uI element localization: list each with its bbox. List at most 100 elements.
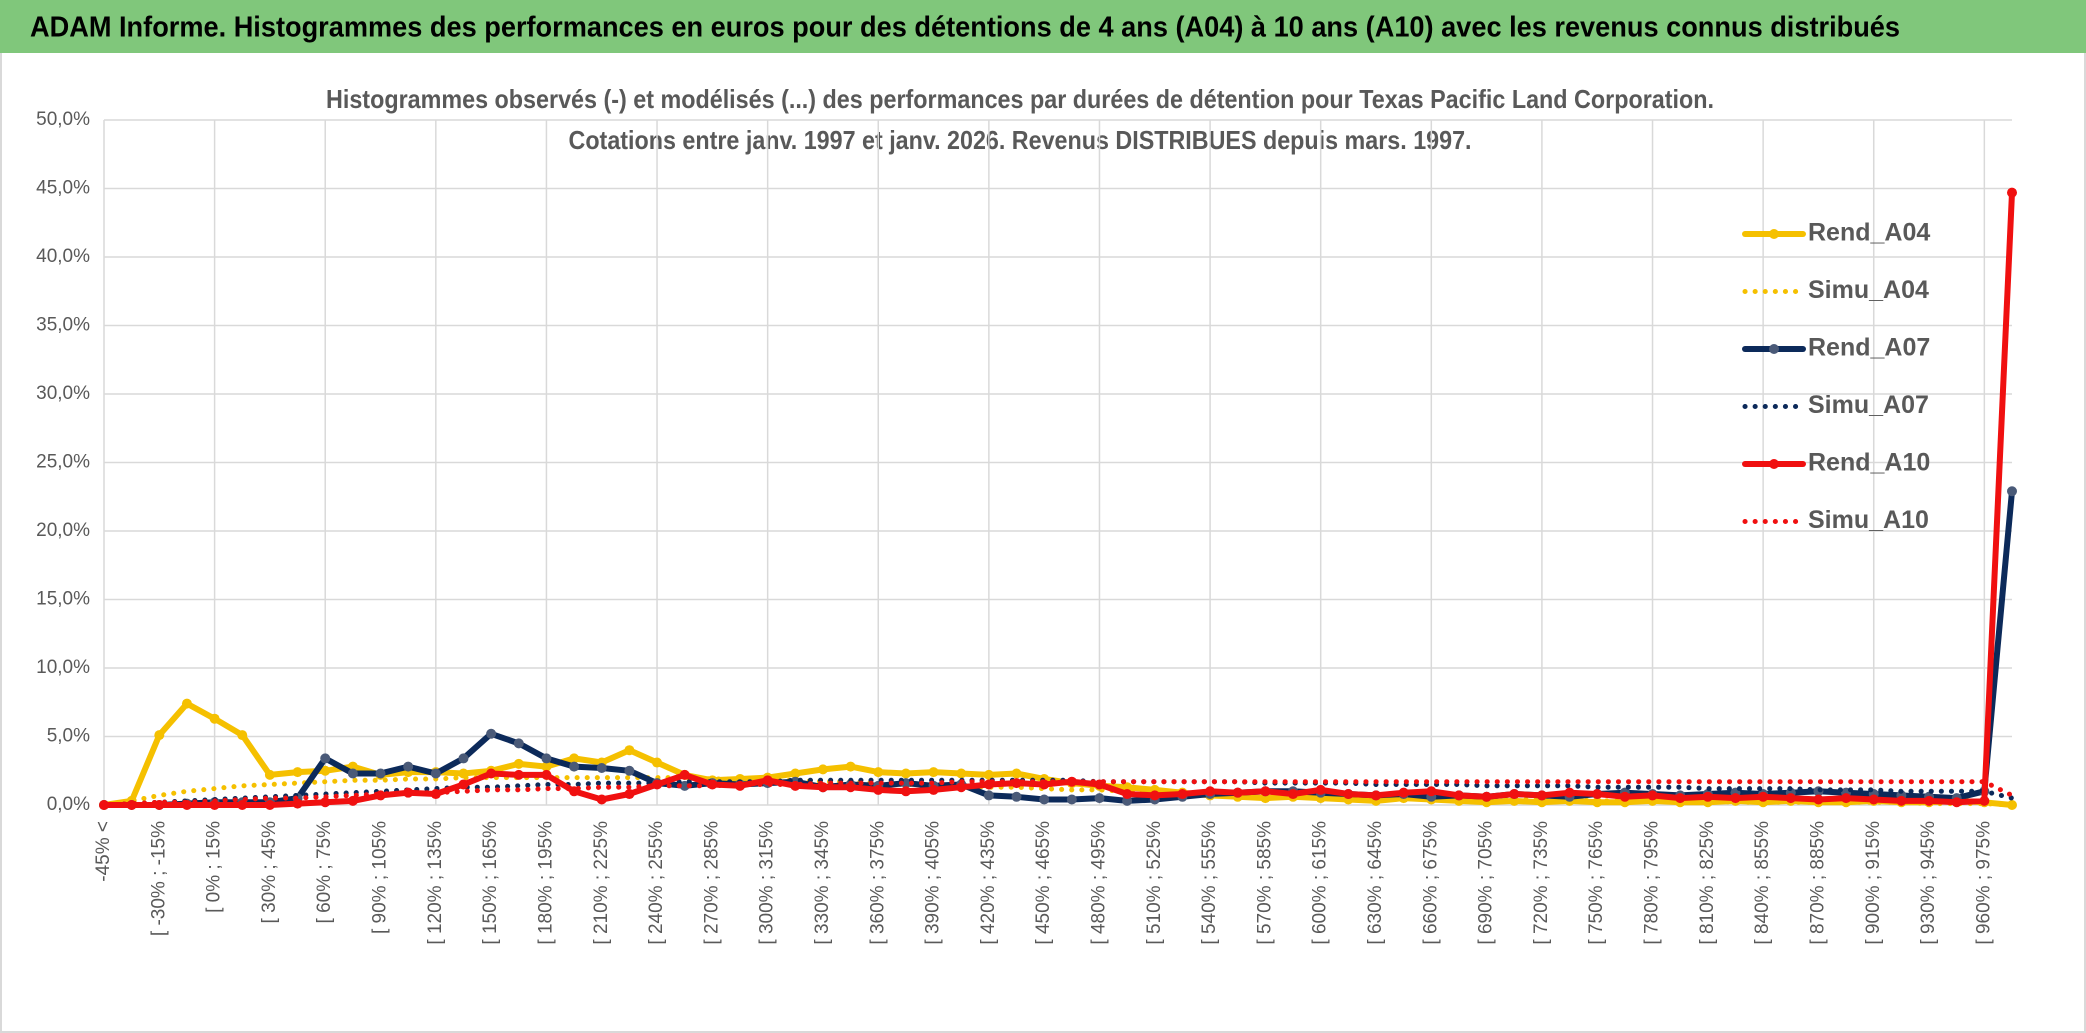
x-tick-label: [ 270% ; 285% bbox=[701, 821, 722, 945]
x-tick-label: [ 480% ; 495% bbox=[1088, 821, 1109, 945]
marker bbox=[1564, 787, 1575, 798]
marker bbox=[458, 779, 469, 790]
x-tick-label: [ 420% ; 435% bbox=[978, 821, 999, 945]
marker bbox=[209, 800, 220, 810]
marker bbox=[1730, 793, 1741, 804]
marker bbox=[983, 790, 994, 801]
y-tick-label: 30,0% bbox=[36, 383, 90, 404]
marker bbox=[1232, 787, 1243, 798]
marker bbox=[569, 761, 580, 772]
marker bbox=[154, 730, 165, 741]
marker bbox=[1094, 793, 1105, 804]
marker bbox=[1813, 794, 1824, 805]
x-tick-label: [ 780% ; 795% bbox=[1642, 821, 1663, 945]
marker bbox=[845, 782, 856, 793]
marker bbox=[983, 769, 994, 780]
header-bar bbox=[0, 0, 2086, 53]
x-tick-label: [ 510% ; 525% bbox=[1144, 821, 1165, 945]
marker bbox=[1841, 793, 1852, 804]
marker bbox=[569, 753, 580, 764]
x-tick-label: [ 960% ; 975% bbox=[1973, 821, 1994, 945]
marker bbox=[790, 768, 801, 779]
marker bbox=[541, 761, 552, 772]
marker bbox=[181, 698, 192, 709]
x-tick-label: -45% < bbox=[93, 821, 114, 882]
marker bbox=[928, 767, 939, 778]
marker bbox=[1647, 790, 1658, 801]
y-tick-label: 50,0% bbox=[36, 109, 90, 130]
marker bbox=[1592, 789, 1603, 800]
x-tick-label: [ 840% ; 855% bbox=[1752, 821, 1773, 945]
x-tick-label: [ 120% ; 135% bbox=[425, 821, 446, 945]
marker bbox=[1260, 786, 1271, 797]
marker bbox=[1205, 786, 1216, 797]
x-tick-label: [ 690% ; 705% bbox=[1476, 821, 1497, 945]
legend-label: Rend_A07 bbox=[1808, 334, 1930, 362]
marker bbox=[624, 789, 635, 800]
marker bbox=[1343, 789, 1354, 800]
marker bbox=[679, 780, 690, 791]
y-tick-label: 20,0% bbox=[36, 520, 90, 541]
marker bbox=[790, 780, 801, 791]
chart-subtitle: Cotations entre janv. 1997 et janv. 2026… bbox=[569, 125, 1472, 155]
marker bbox=[873, 767, 884, 778]
x-tick-label: [ 60% ; 75% bbox=[314, 821, 335, 924]
legend-label: Simu_A04 bbox=[1808, 276, 1929, 304]
marker bbox=[1619, 791, 1630, 802]
marker bbox=[403, 761, 414, 772]
marker bbox=[513, 738, 524, 749]
marker bbox=[2007, 486, 2017, 497]
marker bbox=[596, 763, 607, 774]
y-tick-label: 35,0% bbox=[36, 315, 90, 336]
marker bbox=[320, 797, 331, 808]
marker bbox=[541, 769, 552, 780]
marker bbox=[458, 753, 469, 764]
marker bbox=[1426, 786, 1437, 797]
marker bbox=[1066, 794, 1077, 805]
marker bbox=[320, 753, 331, 764]
marker bbox=[596, 794, 607, 805]
header-title: ADAM Informe. Histogrammes des performan… bbox=[30, 12, 1900, 44]
marker bbox=[1315, 784, 1326, 795]
marker bbox=[375, 768, 386, 779]
marker bbox=[513, 769, 524, 780]
marker bbox=[2007, 187, 2017, 198]
x-tick-label: [ 600% ; 615% bbox=[1310, 821, 1331, 945]
x-tick-label: [ 570% ; 585% bbox=[1254, 821, 1275, 945]
marker bbox=[430, 768, 441, 779]
marker bbox=[1785, 793, 1796, 804]
x-tick-label: [ 660% ; 675% bbox=[1420, 821, 1441, 945]
marker bbox=[845, 761, 856, 772]
marker bbox=[1868, 794, 1879, 805]
x-tick-label: [ 720% ; 735% bbox=[1531, 821, 1552, 945]
marker bbox=[1481, 791, 1492, 802]
x-tick-label: [ 300% ; 315% bbox=[757, 821, 778, 945]
marker bbox=[624, 745, 635, 756]
y-tick-label: 40,0% bbox=[36, 246, 90, 267]
x-tick-label: [ 0% ; 15% bbox=[204, 821, 225, 913]
marker bbox=[1149, 790, 1160, 801]
marker bbox=[1702, 791, 1713, 802]
x-tick-label: [ 90% ; 105% bbox=[370, 821, 391, 934]
marker bbox=[292, 767, 303, 778]
x-tick-label: [ -30% ; -15% bbox=[148, 821, 169, 936]
x-tick-label: [ 870% ; 885% bbox=[1807, 821, 1828, 945]
marker bbox=[1979, 795, 1990, 806]
x-tick-label: [ 330% ; 345% bbox=[812, 821, 833, 945]
marker bbox=[1398, 787, 1409, 798]
marker bbox=[1536, 790, 1547, 801]
marker bbox=[513, 758, 524, 769]
x-tick-label: [ 360% ; 375% bbox=[867, 821, 888, 945]
marker bbox=[1675, 793, 1686, 804]
x-tick-label: [ 240% ; 255% bbox=[646, 821, 667, 945]
marker bbox=[486, 728, 497, 739]
marker bbox=[1509, 789, 1520, 800]
marker bbox=[264, 769, 275, 780]
legend-marker bbox=[1769, 459, 1779, 469]
x-tick-label: [ 630% ; 645% bbox=[1365, 821, 1386, 945]
marker bbox=[1371, 790, 1381, 801]
marker bbox=[1011, 768, 1022, 779]
x-tick-label: [ 810% ; 825% bbox=[1697, 821, 1718, 945]
